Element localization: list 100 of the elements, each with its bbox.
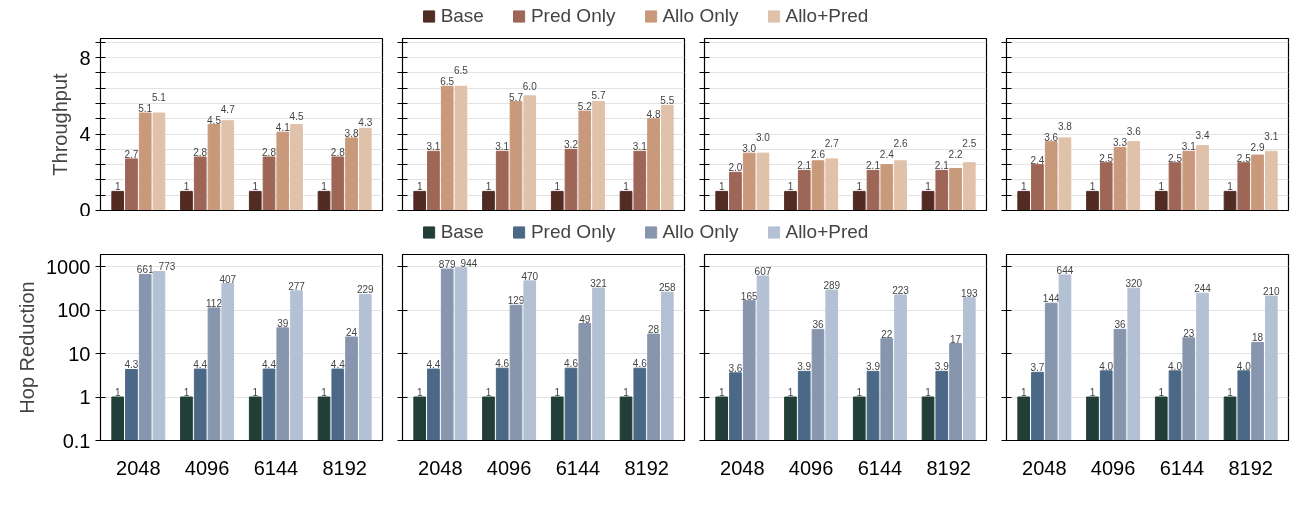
data-label: 2.7 — [824, 138, 840, 150]
x-tick-label: 4096 — [788, 456, 834, 479]
data-label: 3.6 — [1044, 131, 1059, 143]
x-tick-label: 2048 — [1022, 456, 1067, 479]
data-label: 1 — [1158, 387, 1165, 399]
data-label: 1 — [554, 387, 561, 399]
data-label: 1 — [485, 181, 492, 193]
data-label: 1 — [114, 387, 121, 399]
data-label: 5.5 — [660, 95, 675, 107]
data-label: 1 — [925, 387, 932, 399]
data-label: 4.1 — [275, 122, 291, 134]
data-label: 1 — [554, 181, 561, 193]
legend-label: Pred Only — [530, 221, 616, 243]
data-label: 1 — [321, 181, 328, 193]
bar — [962, 162, 976, 211]
bar — [949, 167, 962, 211]
data-label: 17 — [949, 333, 962, 345]
data-label: 229 — [356, 284, 375, 296]
bar — [1031, 164, 1044, 211]
bar — [427, 150, 440, 211]
data-label: 4.4 — [426, 359, 441, 371]
data-label: 1 — [718, 387, 725, 399]
data-label: 4.5 — [207, 114, 222, 126]
bar — [1058, 137, 1072, 211]
data-label: 3.6 — [728, 362, 743, 374]
data-label: 1 — [1020, 387, 1027, 399]
data-label: 18 — [1251, 332, 1264, 344]
bar — [1251, 154, 1264, 211]
bar — [647, 118, 660, 211]
data-label: 407 — [219, 273, 237, 285]
data-label: 5.2 — [577, 101, 593, 113]
x-tick-label: 6144 — [857, 456, 903, 479]
data-label: 2.5 — [1236, 152, 1252, 164]
bar — [1196, 145, 1209, 211]
data-label: 2.9 — [1250, 141, 1265, 153]
data-label: 1 — [925, 181, 932, 193]
y-tick-label: 100 — [57, 299, 91, 322]
data-label: 1 — [718, 181, 725, 193]
data-label: 944 — [460, 257, 478, 269]
data-label: 3.9 — [934, 361, 950, 373]
data-label: 2.1 — [934, 160, 950, 172]
data-label: 4.3 — [358, 116, 373, 128]
data-label: 36 — [1114, 319, 1126, 331]
data-label: 3.0 — [742, 143, 757, 155]
data-label: 1 — [856, 387, 863, 399]
data-label: 3.0 — [756, 132, 771, 144]
bar — [1099, 162, 1113, 211]
x-tick-label: 4096 — [184, 456, 230, 479]
data-label: 3.1 — [495, 141, 510, 153]
bar — [866, 169, 880, 211]
data-label: 2.8 — [330, 146, 346, 158]
bar — [811, 160, 825, 211]
bar — [1237, 162, 1251, 211]
bar — [1127, 141, 1141, 211]
x-tick-label: 8192 — [926, 456, 971, 479]
bar — [797, 169, 811, 211]
data-label: 4.3 — [124, 359, 139, 371]
bar — [152, 112, 166, 211]
x-tick-label: 2048 — [418, 456, 463, 479]
data-label: 3.8 — [1058, 120, 1073, 132]
data-label: 39 — [277, 317, 289, 329]
bar — [592, 101, 605, 211]
legend-label: Allo Only — [662, 5, 739, 27]
data-label: 1 — [1089, 387, 1096, 399]
bar — [290, 124, 303, 211]
data-label: 2.4 — [879, 149, 895, 161]
data-label: 223 — [892, 284, 910, 296]
data-label: 773 — [158, 261, 176, 273]
y-tick-label: 1000 — [46, 255, 91, 278]
bar — [852, 190, 866, 211]
data-label: 2.8 — [193, 146, 208, 158]
bar — [1044, 141, 1058, 211]
legend-label: Base — [440, 221, 484, 243]
data-label: 1 — [252, 387, 259, 399]
bar — [742, 152, 756, 211]
bar — [262, 156, 276, 211]
data-label: 4.6 — [564, 358, 579, 370]
data-label: 879 — [438, 259, 456, 271]
data-label: 6.5 — [440, 76, 455, 88]
data-label: 129 — [507, 295, 525, 307]
y-tick-label: 8 — [79, 46, 91, 69]
bar — [660, 104, 674, 211]
data-label: 2.7 — [124, 148, 139, 160]
data-label: 1 — [183, 387, 190, 399]
x-tick-label: 4096 — [1090, 456, 1136, 479]
data-label: 2.5 — [1099, 152, 1114, 164]
y-tick-label: 0 — [79, 198, 91, 221]
bar — [317, 190, 331, 211]
data-label: 6.0 — [522, 80, 538, 92]
bar — [1154, 190, 1168, 211]
x-tick-label: 6144 — [1159, 456, 1205, 479]
data-label: 1 — [416, 387, 423, 399]
bar — [880, 164, 894, 211]
bar — [564, 148, 578, 211]
bar — [1223, 190, 1237, 211]
bar — [935, 169, 949, 211]
data-label: 1 — [1227, 181, 1234, 193]
x-tick-label: 4096 — [486, 456, 532, 479]
x-tick-label: 2048 — [116, 456, 161, 479]
data-label: 4.0 — [1099, 360, 1114, 372]
